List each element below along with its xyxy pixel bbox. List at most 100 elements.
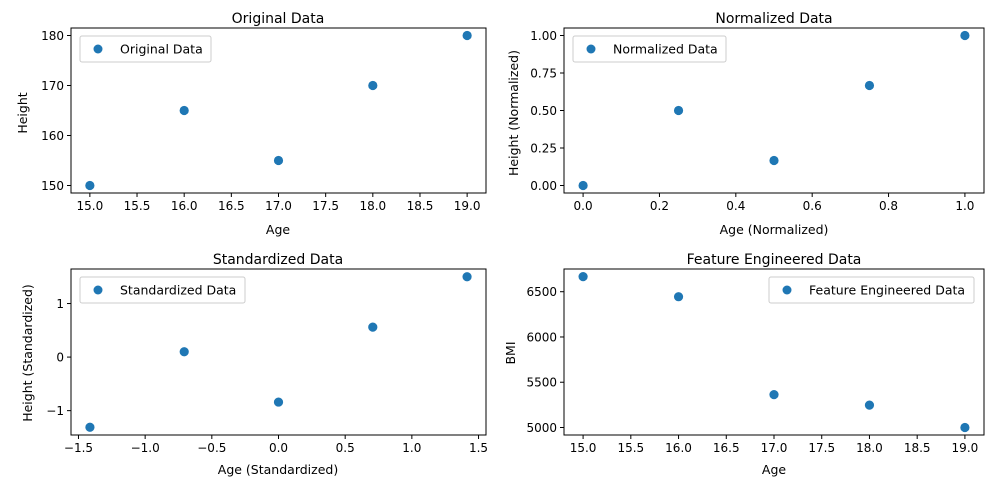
x-tick-label: 15.5	[124, 199, 151, 213]
x-tick-label: 16.0	[171, 199, 198, 213]
legend-marker	[586, 44, 596, 54]
x-tick-label: 1.5	[469, 441, 488, 455]
data-point	[769, 155, 779, 166]
data-point	[673, 105, 684, 116]
chart-title: Feature Engineered Data	[687, 252, 862, 268]
x-tick-label: 0.6	[803, 199, 822, 213]
x-tick-label: 18.0	[359, 199, 386, 213]
axes-frame	[70, 27, 487, 194]
legend-marker	[782, 285, 792, 295]
axes-frame	[563, 27, 985, 194]
legend-box	[768, 276, 975, 304]
x-axis-label: Age	[266, 222, 290, 237]
x-tick-label: −1.5	[64, 441, 93, 455]
x-ticks: 15.0 15.5 16.0 16.5 17.0 17.5 18.0 18.5 19.0	[570, 435, 979, 455]
data-point	[179, 105, 189, 116]
x-tick-label: 1.0	[955, 199, 974, 213]
y-tick-label: 6500	[526, 285, 557, 299]
x-tick-label: 16.5	[218, 199, 245, 213]
x-axis-label: Age (Standardized)	[218, 462, 338, 477]
legend-label: Feature Engineered Data	[809, 283, 965, 298]
x-ticks: −1.5 −1.0 −0.5 0.0 0.5 1.0 1.5	[64, 435, 488, 455]
x-tick-label: −1.0	[131, 441, 160, 455]
data-point	[864, 400, 875, 410]
legend: Standardized Data	[79, 276, 246, 304]
x-tick-label: 17.5	[808, 441, 835, 455]
legend: Normalized Data	[572, 35, 727, 63]
chart-standardized: Standardized Data −1.5 −1.0 −0.5 0.0 0.5 1.0 1…	[20, 252, 488, 477]
chart-title: Original Data	[232, 11, 325, 27]
data-point	[273, 397, 284, 407]
data-point	[960, 422, 970, 433]
chart-feature-engineered: Feature Engineered Data 15.0 15.5 16.0 16.5…	[503, 252, 985, 477]
y-tick-label: 160	[41, 129, 64, 143]
x-ticks: 15.0 15.5 16.0 16.5 17.0 17.5 18.0 18.5 19.0	[77, 193, 480, 213]
data-point	[462, 272, 472, 282]
x-tick-label: 19.0	[952, 441, 979, 455]
legend: Original Data	[79, 35, 212, 63]
y-ticks: 5000 5500 6000 6500	[526, 285, 564, 435]
data-point	[462, 30, 472, 41]
y-tick-label: 0.50	[530, 104, 557, 118]
y-tick-label: 150	[41, 179, 64, 193]
data-point	[864, 80, 875, 91]
x-tick-label: 0.5	[336, 441, 355, 455]
x-tick-label: 17.0	[761, 441, 788, 455]
x-tick-label: 0.0	[574, 199, 593, 213]
data-point	[960, 30, 970, 41]
x-tick-label: 17.5	[312, 199, 339, 213]
y-ticks: 0.00 0.25 0.50 0.75 1.00	[530, 29, 564, 193]
chart-normalized: Normalized Data 0.0 0.2 0.4 0.6 0.8 1.0 0.000…	[506, 11, 985, 237]
x-tick-label: 18.0	[856, 441, 883, 455]
x-tick-label: 15.0	[77, 199, 104, 213]
legend-box	[572, 35, 727, 63]
data-points	[578, 30, 970, 191]
data-points	[578, 272, 970, 433]
x-tick-label: 18.5	[407, 199, 434, 213]
data-point	[85, 180, 95, 191]
y-tick-label: 0.75	[530, 67, 557, 81]
legend-label: Normalized Data	[613, 42, 718, 57]
x-tick-label: 0.4	[726, 199, 745, 213]
data-point	[368, 322, 378, 332]
data-point	[85, 422, 95, 432]
y-axis-label: BMI	[503, 341, 518, 364]
data-points	[85, 272, 472, 432]
y-ticks: 150 160 170 180	[41, 29, 71, 193]
legend-box	[79, 35, 212, 63]
legend: Feature Engineered Data	[768, 276, 975, 304]
data-point	[578, 272, 588, 282]
y-tick-label: 1	[56, 297, 64, 311]
data-point	[578, 180, 588, 191]
x-axis-label: Age	[762, 462, 786, 477]
x-tick-label: −0.5	[197, 441, 226, 455]
x-tick-label: 0.0	[269, 441, 288, 455]
y-tick-label: 1.00	[530, 29, 557, 43]
y-tick-label: 170	[41, 79, 64, 93]
y-ticks: −1 0 1	[46, 297, 71, 418]
data-point	[368, 80, 378, 91]
y-tick-label: −1	[46, 404, 64, 418]
legend-label: Standardized Data	[120, 283, 236, 298]
y-tick-label: 6000	[526, 330, 557, 344]
legend-marker	[93, 44, 103, 54]
y-tick-label: 0.25	[530, 142, 557, 156]
x-tick-label: 15.5	[617, 441, 644, 455]
x-tick-label: 17.0	[265, 199, 292, 213]
chart-title: Normalized Data	[715, 11, 832, 27]
y-tick-label: 5000	[526, 421, 557, 435]
x-axis-label: Age (Normalized)	[720, 222, 829, 237]
y-axis-label: Height (Normalized)	[506, 50, 521, 176]
x-tick-label: 18.5	[904, 441, 931, 455]
chart-original: Original Data 15.0 15.5 16.0 16.5 17.0 17.5 18…	[15, 11, 487, 237]
y-tick-label: 180	[41, 29, 64, 43]
x-tick-label: 0.2	[650, 199, 669, 213]
x-tick-label: 15.0	[570, 441, 597, 455]
x-tick-label: 16.0	[665, 441, 692, 455]
y-tick-label: 5500	[526, 376, 557, 390]
data-point	[769, 390, 779, 400]
data-point	[673, 292, 684, 302]
x-tick-label: 16.5	[713, 441, 740, 455]
